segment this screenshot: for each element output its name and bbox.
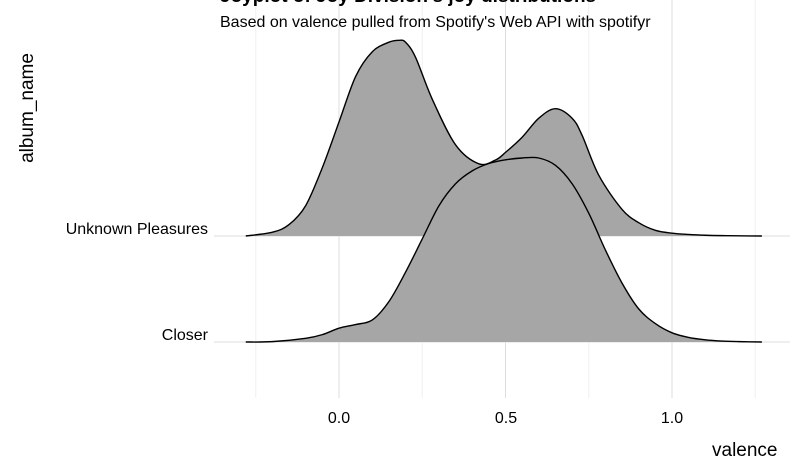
chart-title: Joyplot of Joy Division's joy distributi… <box>220 0 596 8</box>
ridge-line-closer <box>245 156 762 343</box>
y-tick-label: Unknown Pleasures <box>65 221 208 238</box>
ridge-fill-closer <box>245 157 762 343</box>
ridges <box>245 39 762 343</box>
x-axis-label: valence <box>712 440 778 461</box>
chart-subtitle: Based on valence pulled from Spotify's W… <box>220 14 651 31</box>
y-axis-label: album_name <box>17 53 38 163</box>
ridge-fill-unknown-pleasures <box>245 40 762 237</box>
x-tick-label: 0.5 <box>494 410 518 427</box>
y-tick-label: Closer <box>161 327 208 344</box>
x-tick-label: 0.0 <box>327 410 351 427</box>
x-tick-label: 1.0 <box>660 410 684 427</box>
ridge-line-unknown-pleasures <box>245 39 762 237</box>
